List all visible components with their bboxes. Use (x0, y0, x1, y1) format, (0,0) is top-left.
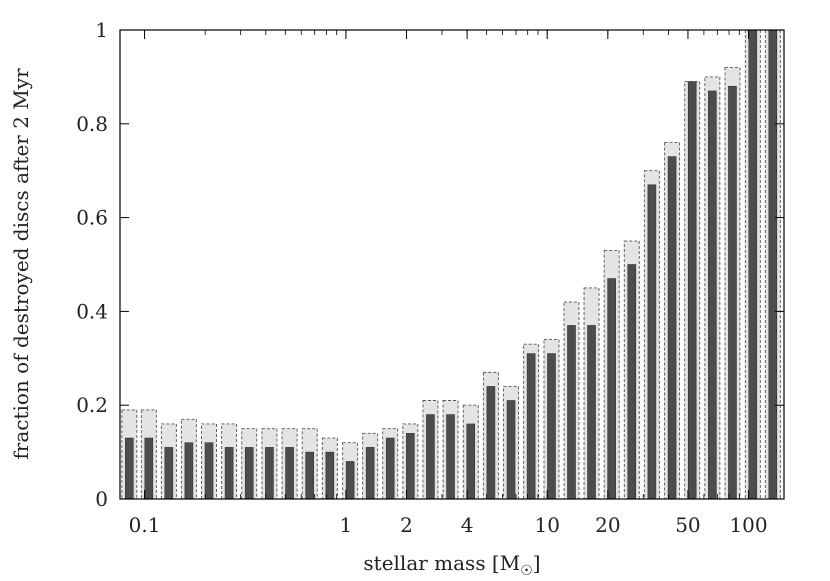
bar-dark (365, 447, 375, 500)
bar-dark (184, 442, 194, 500)
bar-dark (285, 447, 294, 500)
x-tick-label: 2 (400, 513, 413, 537)
bar-dark (426, 414, 435, 500)
x-axis-label-close: ] (533, 551, 541, 575)
bar-dark (345, 461, 355, 500)
bar-dark (385, 437, 395, 500)
bar-dark (406, 433, 415, 500)
bar-series-group (121, 29, 781, 500)
x-axis-label-text: stellar mass [M (363, 551, 520, 575)
y-tick-label: 1 (95, 18, 108, 42)
y-tick-label: 0 (95, 487, 108, 511)
bar-dark (708, 90, 717, 500)
x-axis-label: stellar mass [M☉] (363, 551, 540, 579)
bar-dark (587, 325, 596, 500)
y-tick-label: 0.2 (76, 393, 108, 417)
x-tick-label: 100 (729, 513, 767, 537)
y-axis-label: fraction of destroyed discs after 2 Myr (9, 68, 33, 460)
x-tick-label: 10 (534, 513, 559, 537)
bar-dark (687, 81, 697, 500)
bar-dark (125, 437, 134, 500)
bar-dark (305, 451, 314, 500)
bar-dark (325, 451, 335, 500)
bar-dark (567, 325, 576, 500)
bar-dark (486, 386, 496, 500)
x-axis-label-sun-symbol: ☉ (520, 563, 533, 579)
bar-dark (204, 442, 214, 500)
bar-dark (466, 423, 476, 500)
bar-dark (667, 156, 677, 500)
bar-dark (607, 278, 616, 500)
bar-dark (265, 447, 274, 500)
y-tick-label: 0.4 (76, 299, 108, 323)
bar-dark (768, 29, 778, 500)
bar-dark (526, 353, 536, 500)
bar-dark (647, 184, 657, 500)
x-tick-label: 50 (675, 513, 700, 537)
bar-dark (506, 400, 516, 500)
bar-dark (164, 447, 174, 500)
x-tick-label: 0.1 (129, 513, 161, 537)
x-tick-label: 1 (340, 513, 353, 537)
bar-dark (224, 447, 234, 500)
bar-dark (144, 437, 154, 500)
bar-dark (748, 29, 758, 500)
axis-ticks: 0 0.2 0.4 0.6 0.8 1 0.1 1 2 4 10 20 50 100 (76, 18, 784, 537)
plot-frame (119, 29, 785, 500)
bar-dark (244, 447, 254, 500)
y-tick-label: 0.6 (76, 206, 108, 230)
x-tick-label: 20 (595, 513, 620, 537)
y-tick-label: 0.8 (76, 112, 108, 136)
bar-dark (627, 264, 637, 500)
bar-dark (446, 414, 455, 500)
bar-dark (547, 353, 556, 500)
x-tick-label: 4 (461, 513, 474, 537)
bar-dark (728, 85, 737, 500)
